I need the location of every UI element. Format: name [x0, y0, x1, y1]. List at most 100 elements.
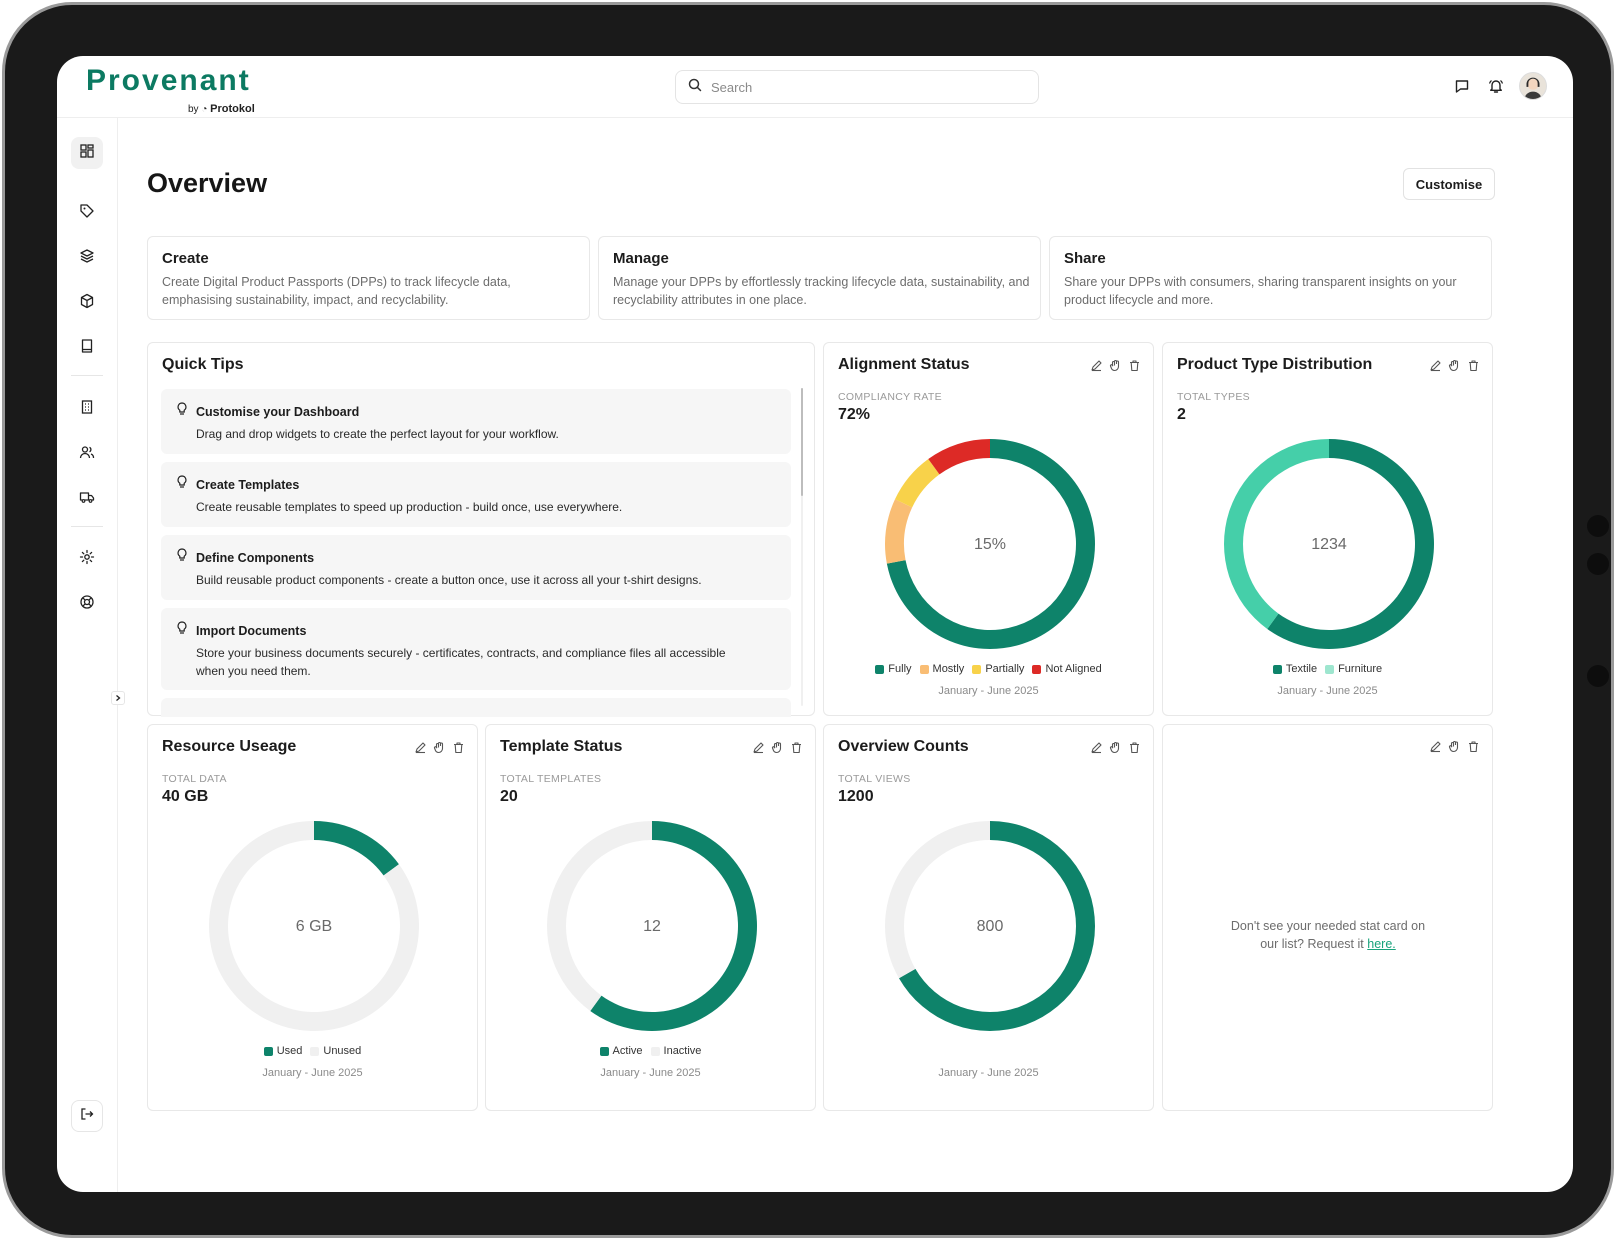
chart-legend: Active Inactive	[486, 1045, 815, 1057]
request-message: Don't see your needed stat card on our l…	[1223, 917, 1433, 953]
logo[interactable]: Provenant by ◔ Protokol	[86, 64, 255, 116]
period-label: January - June 2025	[938, 685, 1039, 697]
donut-slice	[894, 459, 940, 508]
sidebar-item-dashboard[interactable]	[71, 137, 103, 169]
tag-icon	[79, 203, 95, 224]
edit-icon[interactable]	[413, 740, 427, 754]
quick-tips-widget: Quick Tips Customise your Dashboard Drag…	[147, 342, 815, 717]
intro-card-title: Create	[162, 250, 209, 267]
sidebar-divider	[71, 526, 103, 527]
search-placeholder: Search	[711, 79, 753, 95]
tip-item[interactable]: Define Components Build reusable product…	[161, 535, 791, 600]
app-screen: Provenant by ◔ Protokol Search	[57, 56, 1573, 1192]
lifebuoy-icon	[79, 594, 95, 615]
edit-icon[interactable]	[1428, 739, 1442, 753]
customise-button[interactable]: Customise	[1403, 168, 1495, 200]
tip-title: Create Templates	[196, 478, 300, 492]
book-icon	[79, 338, 95, 359]
drag-handle-icon[interactable]	[432, 740, 446, 754]
edit-icon[interactable]	[751, 740, 765, 754]
edit-icon[interactable]	[1428, 358, 1442, 372]
request-link[interactable]: here.	[1367, 937, 1396, 951]
users-icon	[79, 444, 95, 465]
chevron-right-icon	[114, 689, 122, 707]
legend-label: Textile	[1285, 663, 1318, 675]
scrollbar-track[interactable]	[801, 388, 803, 706]
gear-icon	[79, 549, 95, 570]
tip-description: Build reusable product components - crea…	[196, 573, 702, 587]
legend-swatch	[919, 664, 929, 674]
drag-handle-icon[interactable]	[770, 740, 784, 754]
sidebar-item-products[interactable]	[71, 197, 103, 229]
delete-icon[interactable]	[1127, 358, 1141, 372]
delete-icon[interactable]	[1466, 739, 1480, 753]
edit-icon[interactable]	[1089, 740, 1103, 754]
sidebar-item-settings[interactable]	[71, 543, 103, 575]
donut-center-label: 6 GB	[296, 918, 332, 935]
lightbulb-icon	[176, 402, 188, 421]
metric-value: 1200	[838, 788, 874, 805]
donut-chart: 800	[885, 821, 1095, 1031]
chart-legend: Fully Mostly Partially Not Aligned	[824, 663, 1153, 675]
legend-swatch	[310, 1046, 320, 1056]
request-message-text: Don't see your needed stat card on our l…	[1230, 919, 1426, 951]
edit-icon[interactable]	[1089, 358, 1103, 372]
donut-slice	[314, 821, 399, 876]
drag-handle-icon[interactable]	[1108, 358, 1122, 372]
sidebar-item-organisation[interactable]	[71, 393, 103, 425]
legend-swatch	[1325, 664, 1335, 674]
sidebar-item-documents[interactable]	[71, 332, 103, 364]
tip-item[interactable]: Import Documents Store your business doc…	[161, 608, 791, 690]
building-icon	[79, 399, 95, 420]
donut-slice	[547, 821, 652, 1011]
logout-icon	[80, 1107, 94, 1126]
sidebar-item-help[interactable]	[71, 588, 103, 620]
truck-icon	[79, 489, 95, 510]
intro-card-title: Share	[1064, 250, 1106, 267]
logo-wordmark: Provenant	[86, 64, 251, 97]
tip-description: Store your business documents securely -…	[196, 646, 726, 678]
drag-handle-icon[interactable]	[1108, 740, 1122, 754]
intro-card-description: Manage your DPPs by effortlessly trackin…	[613, 275, 1030, 307]
delete-icon[interactable]	[1127, 740, 1141, 754]
period-label: January - June 2025	[600, 1067, 701, 1079]
legend-label: Not Aligned	[1045, 663, 1102, 675]
intro-card-title: Manage	[613, 250, 669, 267]
widget-title: Template Status	[500, 738, 623, 755]
chart-legend: Textile Furniture	[1163, 663, 1492, 675]
period-label: January - June 2025	[938, 1067, 1039, 1079]
metric-label: TOTAL TYPES	[1177, 391, 1250, 403]
dashboard-icon	[80, 143, 94, 163]
intro-card-create[interactable]: Create Create Digital Product Passports …	[147, 236, 590, 320]
drag-handle-icon[interactable]	[1447, 358, 1461, 372]
sidebar-item-layers[interactable]	[71, 242, 103, 274]
notifications-icon[interactable]	[1485, 75, 1507, 97]
search-input[interactable]: Search	[675, 70, 1039, 104]
delete-icon[interactable]	[789, 740, 803, 754]
tip-item[interactable]: Customise your Dashboard Drag and drop w…	[161, 389, 791, 454]
intro-card-manage[interactable]: Manage Manage your DPPs by effortlessly …	[598, 236, 1041, 320]
user-avatar[interactable]	[1519, 72, 1547, 100]
legend-item: Furniture	[1325, 663, 1382, 675]
device-sensor	[1587, 553, 1609, 575]
tip-title: Customise your Dashboard	[196, 405, 360, 419]
messages-icon[interactable]	[1451, 75, 1473, 97]
sidebar-item-shipping[interactable]	[71, 483, 103, 515]
page-title: Overview	[147, 168, 268, 198]
sidebar-collapse-toggle[interactable]	[111, 691, 125, 705]
sidebar-item-users[interactable]	[71, 438, 103, 470]
alignment-status-widget: Alignment Status COMPLIANCY RATE 72% 15%…	[823, 342, 1154, 716]
sidebar-item-components[interactable]	[71, 287, 103, 319]
logo-byline: by ◔ Protokol	[188, 103, 255, 115]
scrollbar-thumb[interactable]	[801, 388, 803, 496]
delete-icon[interactable]	[451, 740, 465, 754]
tip-item[interactable]: Create Templates Create reusable templat…	[161, 462, 791, 527]
logout-button[interactable]	[71, 1100, 103, 1132]
intro-card-share[interactable]: Share Share your DPPs with consumers, sh…	[1049, 236, 1492, 320]
delete-icon[interactable]	[1466, 358, 1480, 372]
legend-item: Inactive	[650, 1045, 701, 1057]
drag-handle-icon[interactable]	[1447, 739, 1461, 753]
top-header: Provenant by ◔ Protokol Search	[57, 56, 1573, 118]
donut-center-label: 1234	[1311, 536, 1347, 553]
